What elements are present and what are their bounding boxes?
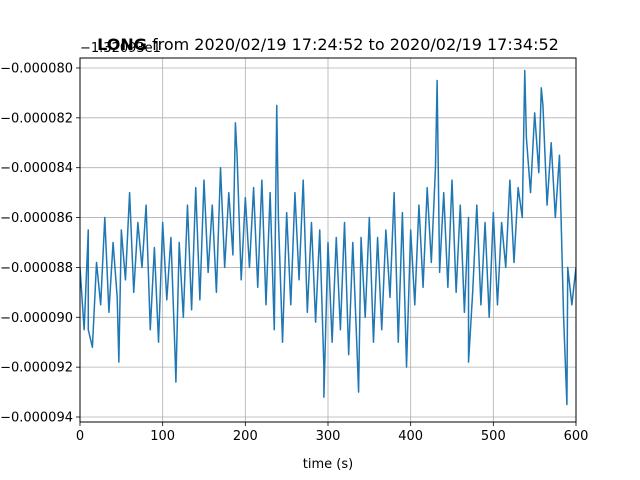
y-offset-text: −1.32093e1 [80,41,161,56]
x-tick-label: 400 [398,429,423,444]
y-tick-label: −0.000082 [0,111,73,126]
series-line [80,69,576,406]
x-axis-ticks: 0 100 200 300 400 500 600 [76,422,589,444]
y-tick-label: −0.000084 [0,161,73,176]
chart-title-rest: from 2020/02/19 17:24:52 to 2020/02/19 1… [147,35,559,54]
y-tick-label: −0.000092 [0,361,73,376]
x-tick-label: 600 [564,429,589,444]
y-tick-label: −0.000088 [0,261,73,276]
y-tick-label: −0.000090 [0,311,73,326]
x-tick-label: 300 [316,429,341,444]
x-tick-label: 500 [481,429,506,444]
chart-title: LONG from 2020/02/19 17:24:52 to 2020/02… [97,35,559,54]
x-tick-label: 0 [76,429,84,444]
y-tick-label: −0.000094 [0,411,73,426]
x-tick-label: 100 [150,429,175,444]
plot-area [80,69,576,406]
y-tick-label: −0.000086 [0,211,73,226]
y-tick-label: −0.000080 [0,61,73,76]
x-axis-label: time (s) [303,457,353,472]
x-tick-label: 200 [233,429,258,444]
chart-title-bold: LONG [97,35,147,54]
y-axis-ticks: −0.000080 −0.000082 −0.000084 −0.000086 −0.0… [0,61,80,426]
